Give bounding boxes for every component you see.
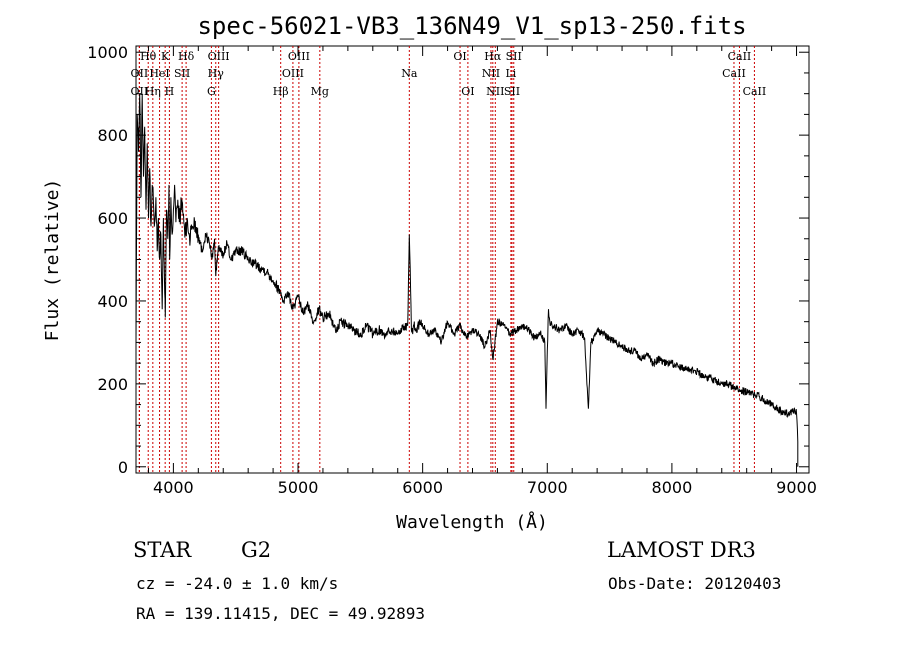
line-label: SII [504, 85, 520, 98]
axis-ticks [136, 46, 809, 473]
plot-frame [135, 45, 810, 474]
x-tick-label: 4000 [153, 478, 194, 497]
line-label: Hβ [273, 85, 289, 98]
line-label: Hδ [178, 50, 195, 63]
line-label: OII [131, 85, 149, 98]
line-label: G [207, 85, 216, 98]
line-label: Hγ [208, 67, 225, 80]
survey-name: LAMOST DR3 [607, 538, 756, 562]
line-label: K [161, 50, 170, 63]
observation-date: Obs-Date: 20120403 [608, 574, 782, 593]
spectral-subclass: G2 [241, 538, 272, 562]
line-label: CaII [722, 67, 746, 80]
y-tick-label: 1000 [87, 43, 128, 62]
x-axis-label: Wavelength (Å) [396, 511, 548, 533]
line-label: Hη [145, 85, 161, 98]
y-tick-label: 200 [97, 375, 128, 394]
line-label: Hθ [140, 50, 157, 63]
line-label: Na [401, 67, 418, 80]
x-tick-label: 6000 [402, 478, 443, 497]
y-axis-label: Flux (relative) [42, 179, 63, 342]
line-label: NII [486, 85, 504, 98]
line-label: SII [174, 67, 190, 80]
y-tick-label: 0 [118, 458, 128, 477]
line-label: OII [131, 67, 149, 80]
y-tick-label: 600 [97, 209, 128, 228]
line-label: CaII [743, 85, 767, 98]
line-label: OI [461, 85, 474, 98]
line-label: OIII [208, 50, 230, 63]
y-tick-label: 400 [97, 292, 128, 311]
line-label: OIII [282, 67, 304, 80]
redshift-cz: cz = -24.0 ± 1.0 km/s [136, 574, 339, 593]
x-tick-label: 7000 [527, 478, 568, 497]
line-label: OI [453, 50, 466, 63]
x-tick-label: 8000 [652, 478, 693, 497]
line-label: NII [482, 67, 500, 80]
x-tick-label: 5000 [278, 478, 319, 497]
chart-title: spec-56021-VB3_136N49_V1_sp13-250.fits [197, 12, 746, 40]
line-label: OIII [288, 50, 310, 63]
line-label: Li [505, 67, 516, 80]
line-labels: OII OII Hθ Hη HeI K H SII Hδ G Hγ OIII Hβ OIII OIII Mg N… [131, 50, 767, 98]
line-label: Hα [484, 50, 502, 63]
line-label: Mg [311, 85, 329, 98]
x-tick-label: 9000 [776, 478, 817, 497]
line-label: CaII [728, 50, 752, 63]
line-label: HeI [149, 67, 169, 80]
spectrum-series-line [135, 93, 799, 467]
line-label: SII [506, 50, 522, 63]
object-class: STAR [133, 538, 192, 562]
spectral-line-markers [138, 46, 755, 473]
y-tick-label: 800 [97, 126, 128, 145]
line-label: H [165, 85, 175, 98]
coordinates: RA = 139.11415, DEC = 49.92893 [136, 604, 425, 623]
tick-labels: 4000 5000 6000 7000 8000 9000 0 200 400 600 800 100… [87, 43, 817, 497]
